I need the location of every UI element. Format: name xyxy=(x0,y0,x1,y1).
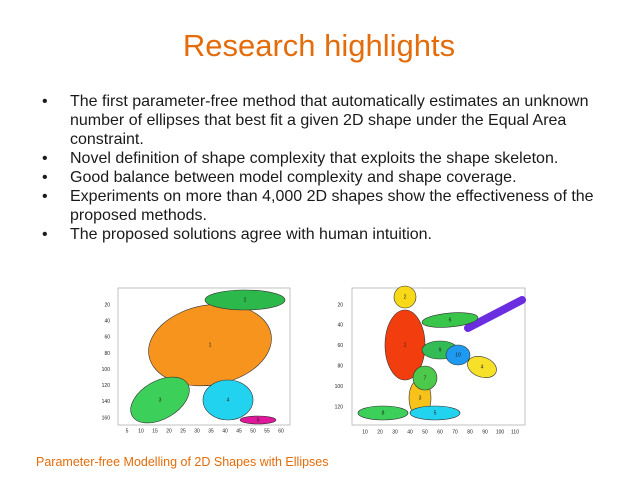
x-tick-label: 15 xyxy=(152,428,158,434)
y-tick-label: 20 xyxy=(337,302,343,308)
y-tick-label: 100 xyxy=(335,384,344,390)
ellipse xyxy=(412,365,438,391)
ellipse xyxy=(239,415,277,425)
ellipse-label: 7 xyxy=(424,375,427,381)
ellipse-label: 1 xyxy=(209,342,212,348)
x-tick-label: 50 xyxy=(250,428,256,434)
y-tick-label: 80 xyxy=(337,364,343,370)
y-tick-label: 80 xyxy=(104,351,110,357)
ellipse xyxy=(445,344,471,366)
bullet: Experiments on more than 4,000 2D shapes… xyxy=(38,187,628,225)
x-tick-label: 80 xyxy=(467,429,473,435)
bullet: Novel definition of shape complexity tha… xyxy=(38,149,628,168)
plot-frame xyxy=(351,287,526,426)
ellipse-label: 2 xyxy=(244,297,247,303)
x-tick-label: 50 xyxy=(422,429,428,435)
ellipse-label: 3 xyxy=(159,397,162,403)
ellipse-label: 5 xyxy=(434,410,437,416)
ellipse xyxy=(393,285,417,309)
x-tick-label: 30 xyxy=(392,429,398,435)
ellipse xyxy=(202,379,254,421)
x-tick-label: 10 xyxy=(138,428,144,434)
ellipse xyxy=(357,405,409,421)
x-tick-label: 60 xyxy=(437,429,443,435)
plot-frame xyxy=(117,287,291,426)
arm xyxy=(464,296,526,332)
x-tick-label: 110 xyxy=(511,429,519,435)
ellipse xyxy=(204,289,286,311)
x-tick-label: 20 xyxy=(166,428,172,434)
x-tick-label: 55 xyxy=(264,428,270,434)
ellipse-label: 10 xyxy=(455,352,461,358)
x-tick-label: 25 xyxy=(180,428,186,434)
y-tick-label: 120 xyxy=(335,404,344,410)
x-tick-label: 35 xyxy=(208,428,214,434)
x-tick-label: 30 xyxy=(194,428,200,434)
ellipse-label: 6 xyxy=(449,317,452,323)
y-tick-label: 140 xyxy=(102,399,111,405)
x-tick-label: 100 xyxy=(496,429,505,435)
ellipse-label: 9 xyxy=(439,347,442,353)
y-tick-label: 40 xyxy=(104,318,110,324)
x-tick-label: 60 xyxy=(278,428,284,434)
ellipse-label: 4 xyxy=(481,364,484,370)
bullet: Good balance between model complexity an… xyxy=(38,168,628,187)
y-tick-label: 100 xyxy=(102,367,111,373)
bullet-list: The first parameter-free method that aut… xyxy=(38,92,628,244)
ellipse-label: 5 xyxy=(257,417,260,423)
y-tick-label: 40 xyxy=(337,323,343,329)
x-tick-label: 70 xyxy=(452,429,458,435)
x-tick-label: 90 xyxy=(482,429,488,435)
x-tick-label: 20 xyxy=(377,429,383,435)
ellipse xyxy=(130,376,190,424)
y-tick-label: 20 xyxy=(104,302,110,308)
ellipse-label: 1 xyxy=(404,342,407,348)
y-tick-label: 60 xyxy=(337,343,343,349)
x-tick-label: 45 xyxy=(236,428,242,434)
y-tick-label: 60 xyxy=(104,335,110,341)
x-tick-label: 5 xyxy=(126,428,129,434)
y-tick-label: 120 xyxy=(102,383,111,389)
ellipse xyxy=(421,312,479,328)
ellipse xyxy=(467,355,497,379)
y-tick-label: 160 xyxy=(102,415,111,421)
ellipse-label: 3 xyxy=(419,395,422,401)
ellipse-label: 4 xyxy=(227,397,230,403)
ellipse-label: 8 xyxy=(382,410,385,416)
ellipse-label: 2 xyxy=(404,294,407,300)
footer: Parameter-free Modelling of 2D Shapes wi… xyxy=(36,455,329,469)
bullet: The first parameter-free method that aut… xyxy=(38,92,628,149)
x-tick-label: 10 xyxy=(362,429,368,435)
bullet: The proposed solutions agree with human … xyxy=(38,225,628,244)
ellipse xyxy=(409,405,461,421)
x-tick-label: 40 xyxy=(222,428,228,434)
slide-title: Research highlights xyxy=(182,28,456,63)
x-tick-label: 40 xyxy=(407,429,413,435)
